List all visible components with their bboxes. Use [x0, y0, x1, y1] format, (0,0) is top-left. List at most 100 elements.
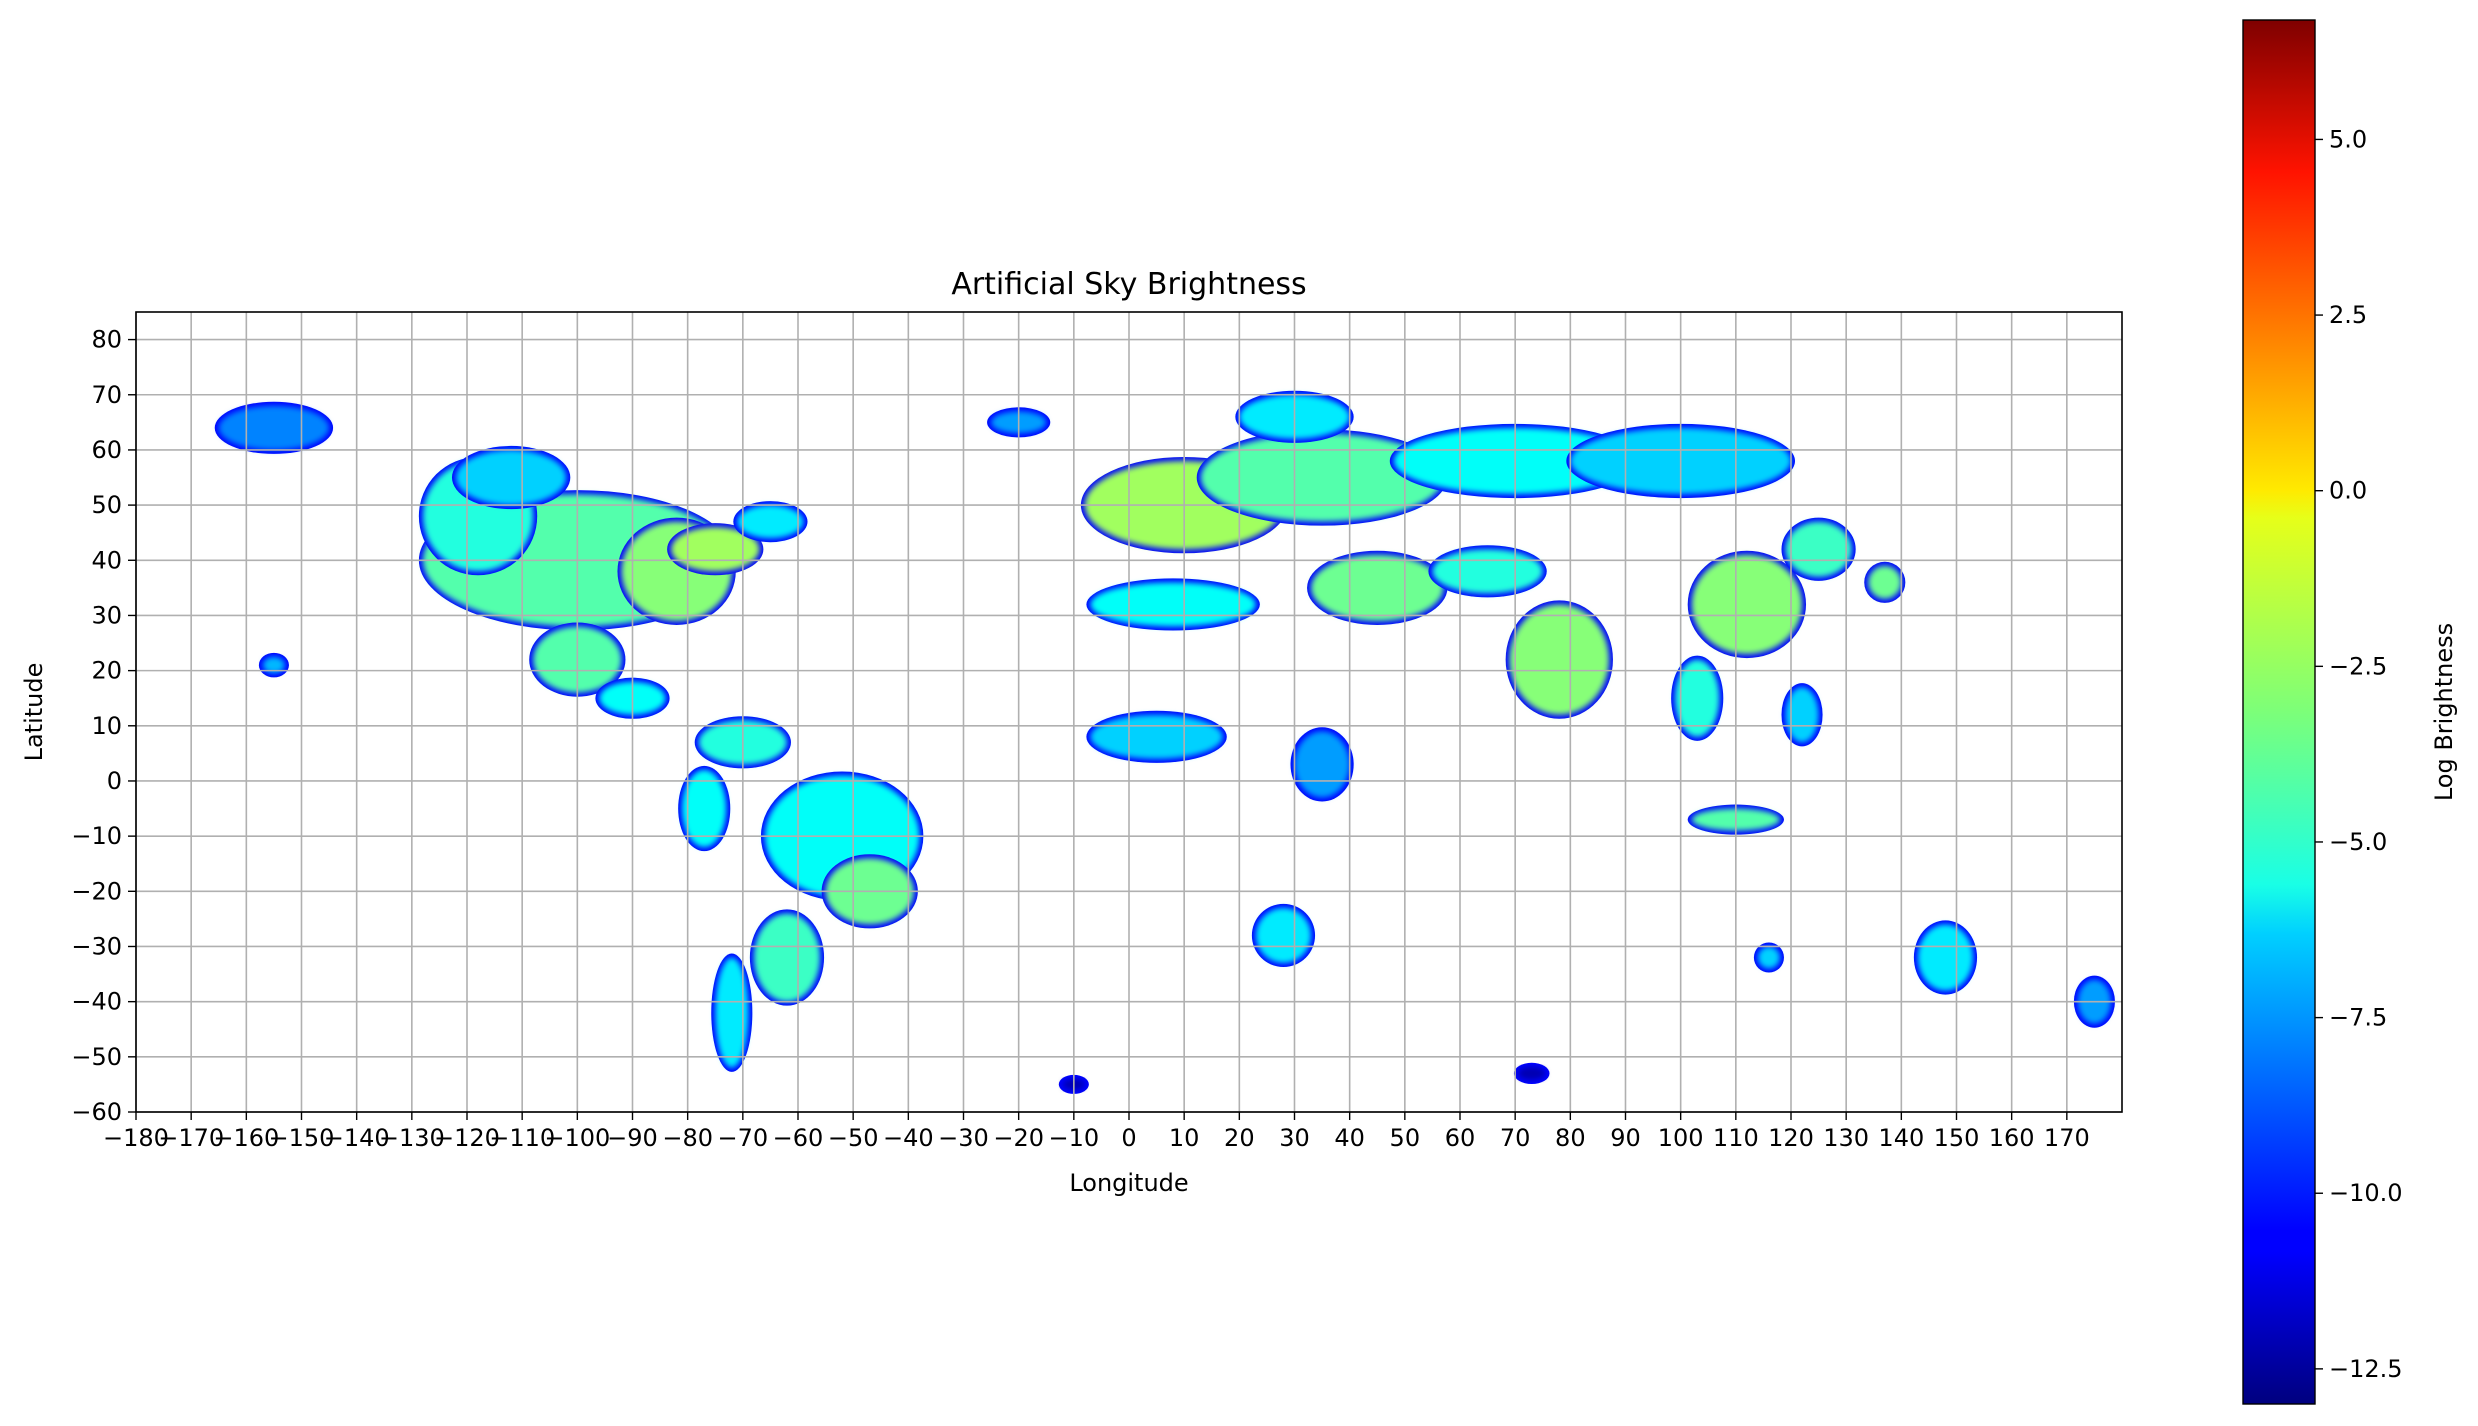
x-tick-label: −90	[607, 1124, 658, 1152]
colorbar-tick-label: −2.5	[2329, 652, 2387, 680]
colorbar	[2242, 19, 2316, 1405]
x-tick-label: −120	[434, 1124, 500, 1152]
x-tick-label: −50	[828, 1124, 879, 1152]
y-tick-label: 60	[91, 436, 122, 464]
region-core	[218, 405, 330, 450]
brightness-region	[258, 652, 289, 678]
brightness-region	[214, 401, 334, 454]
x-axis-ticks: −180−170−160−150−140−130−120−110−100−90−…	[103, 1112, 2090, 1152]
x-tick-label: 70	[1500, 1124, 1531, 1152]
region-core	[1868, 565, 1902, 599]
x-tick-label: 160	[1989, 1124, 2035, 1152]
brightness-region	[1251, 903, 1316, 968]
region-core	[1785, 687, 1819, 743]
colorbar-tick-label: 2.5	[2329, 301, 2367, 329]
x-tick-label: −100	[544, 1124, 610, 1152]
x-tick-label: 30	[1279, 1124, 1310, 1152]
brightness-region	[1428, 545, 1547, 598]
y-tick-label: −60	[71, 1098, 122, 1126]
y-tick-label: −20	[71, 877, 122, 905]
x-axis-label: Longitude	[1069, 1169, 1188, 1197]
brightness-region	[749, 909, 825, 1006]
region-core	[1785, 521, 1852, 577]
y-tick-label: 50	[91, 491, 122, 519]
x-tick-label: −60	[773, 1124, 824, 1152]
y-tick-label: −30	[71, 932, 122, 960]
x-tick-label: −110	[489, 1124, 555, 1152]
brightness-region	[1290, 727, 1354, 802]
y-tick-label: 40	[91, 546, 122, 574]
region-core	[1917, 924, 1974, 991]
y-tick-label: −10	[71, 822, 122, 850]
x-tick-label: 20	[1224, 1124, 1255, 1152]
brightness-region	[678, 765, 731, 852]
x-tick-label: 90	[1610, 1124, 1641, 1152]
chart-title: Artificial Sky Brightness	[951, 267, 1306, 302]
brightness-region	[1753, 942, 1784, 973]
brightness-region	[1086, 710, 1227, 763]
y-tick-label: −40	[71, 988, 122, 1016]
x-tick-label: 100	[1658, 1124, 1704, 1152]
brightness-region	[1086, 578, 1260, 631]
region-core	[1200, 433, 1444, 522]
x-tick-label: −140	[324, 1124, 390, 1152]
region-core	[682, 769, 727, 848]
x-tick-label: −70	[718, 1124, 769, 1152]
y-tick-label: 10	[91, 712, 122, 740]
brightness-region	[1864, 561, 1906, 603]
region-core	[1311, 554, 1444, 621]
colorbar-tick-label: −10.0	[2329, 1179, 2403, 1207]
x-tick-label: 0	[1121, 1124, 1136, 1152]
y-tick-label: 80	[91, 326, 122, 354]
x-tick-label: 150	[1934, 1124, 1980, 1152]
brightness-region	[1513, 1062, 1550, 1084]
y-axis-ticks: −60 −50 −40 −30 −20 −10 0 10 20 30 40 50 60 70 80	[71, 326, 136, 1126]
brightness-region	[733, 501, 808, 543]
x-tick-label: −20	[993, 1124, 1044, 1152]
x-tick-label: 140	[1878, 1124, 1924, 1152]
brightness-region	[1196, 429, 1448, 526]
x-tick-label: 50	[1390, 1124, 1421, 1152]
x-tick-label: 170	[2044, 1124, 2090, 1152]
x-tick-label: −130	[379, 1124, 445, 1152]
region-core	[715, 957, 749, 1068]
region-core	[1691, 554, 1803, 655]
x-tick-label: −160	[213, 1124, 279, 1152]
brightness-region	[1781, 683, 1823, 747]
y-tick-label: 30	[91, 601, 122, 629]
y-tick-label: 20	[91, 657, 122, 685]
region-core	[1255, 907, 1312, 964]
x-tick-label: 120	[1768, 1124, 1814, 1152]
colorbar-tick-label: −7.5	[2329, 1004, 2387, 1032]
x-tick-label: 40	[1334, 1124, 1365, 1152]
colorbar-tick-label: 0.0	[2329, 477, 2367, 505]
region-core	[1090, 582, 1256, 627]
region-core	[753, 913, 821, 1002]
x-tick-label: 10	[1169, 1124, 1200, 1152]
colorbar-tick-label: −12.5	[2329, 1355, 2403, 1383]
region-core	[262, 656, 285, 674]
y-tick-label: 70	[91, 381, 122, 409]
colorbar-tick-label: 5.0	[2329, 125, 2367, 153]
colorbar-tick-label: −5.0	[2329, 828, 2387, 856]
region-core	[1432, 549, 1543, 594]
y-axis-label: Latitude	[20, 663, 48, 762]
colorbar-ticks: 5.0 2.5 0.0 −2.5 −5.0 −7.5 −10.0 −12.5	[2315, 125, 2403, 1383]
brightness-region	[1307, 550, 1448, 625]
region-core	[1757, 946, 1780, 969]
brightness-region	[711, 953, 753, 1072]
y-tick-label: 0	[107, 767, 122, 795]
x-tick-label: −30	[938, 1124, 989, 1152]
x-tick-label: −10	[1049, 1124, 1100, 1152]
region-core	[1090, 714, 1223, 759]
brightness-region	[451, 445, 571, 510]
region-core	[1294, 731, 1350, 798]
region-core	[1675, 659, 1720, 737]
x-tick-label: −180	[103, 1124, 169, 1152]
x-tick-label: 130	[1823, 1124, 1869, 1152]
y-tick-label: −50	[71, 1043, 122, 1071]
x-tick-label: −170	[158, 1124, 224, 1152]
brightness-region	[1671, 655, 1724, 741]
brightness-region	[1505, 600, 1613, 719]
